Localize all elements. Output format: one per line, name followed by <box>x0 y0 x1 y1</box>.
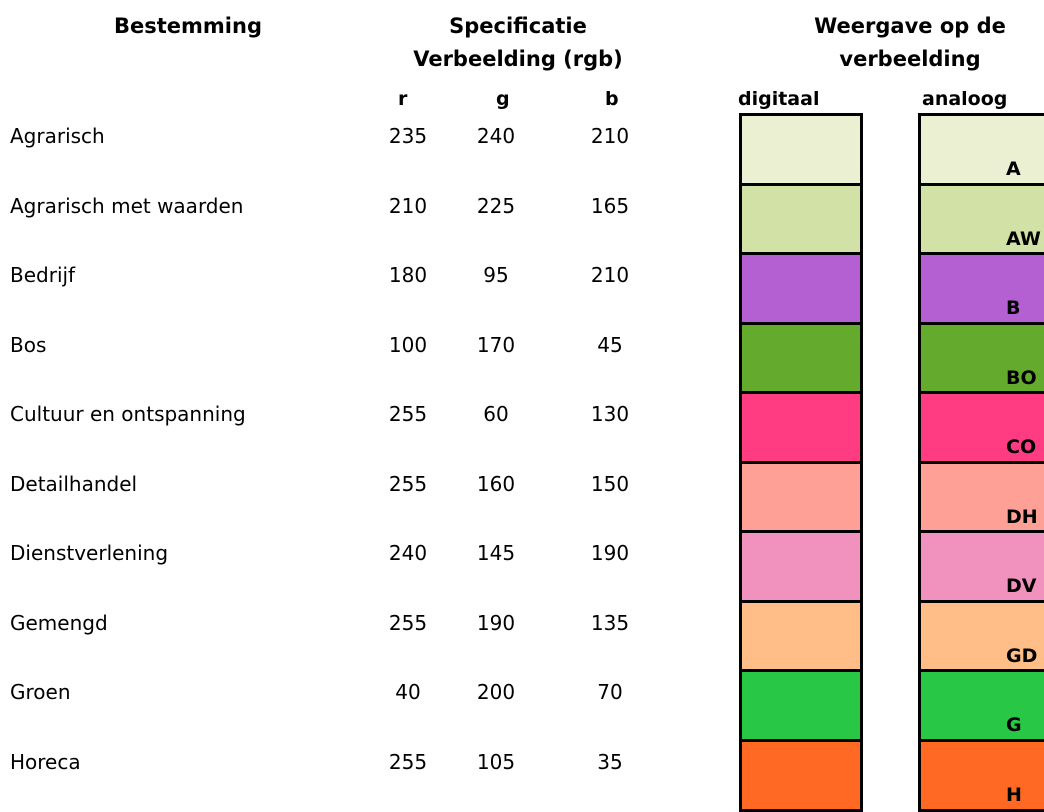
swatch-analoog <box>918 322 1044 395</box>
row-value-r: 180 <box>388 263 428 287</box>
swatch-digitaal <box>739 183 863 256</box>
row-value-g: 240 <box>476 124 516 148</box>
header-col-g: g <box>496 88 510 110</box>
header-col-digitaal: digitaal <box>738 88 820 110</box>
swatch-analoog <box>918 530 1044 603</box>
row-name: Horeca <box>10 750 81 774</box>
row-value-b: 190 <box>590 541 630 565</box>
header-col-b: b <box>605 88 619 110</box>
row-value-r: 255 <box>388 402 428 426</box>
row-value-g: 145 <box>476 541 516 565</box>
swatch-digitaal <box>739 391 863 464</box>
row-value-g: 60 <box>483 402 509 426</box>
row-name: Agrarisch met waarden <box>10 194 244 218</box>
swatch-digitaal <box>739 600 863 673</box>
row-name: Cultuur en ontspanning <box>10 402 246 426</box>
row-value-b: 210 <box>590 263 630 287</box>
row-value-r: 255 <box>388 611 428 635</box>
row-name: Detailhandel <box>10 472 138 496</box>
row-name: Bedrijf <box>10 263 76 287</box>
row-value-g: 200 <box>476 680 516 704</box>
swatch-analoog <box>918 252 1044 325</box>
swatch-digitaal <box>739 461 863 534</box>
row-value-b: 70 <box>597 680 623 704</box>
swatch-digitaal <box>739 113 863 186</box>
row-name: Dienstverlening <box>10 541 169 565</box>
header-specificatie-line1: Specificatie <box>449 14 587 38</box>
swatch-analoog <box>918 113 1044 186</box>
swatch-code-label: H <box>1006 784 1022 806</box>
row-value-g: 170 <box>476 333 516 357</box>
row-value-b: 35 <box>597 750 623 774</box>
swatch-digitaal <box>739 669 863 742</box>
row-name: Bos <box>10 333 47 357</box>
swatch-code-label: B <box>1006 297 1021 319</box>
header-col-r: r <box>398 88 408 110</box>
row-value-r: 240 <box>388 541 428 565</box>
swatch-digitaal <box>739 322 863 395</box>
row-name: Groen <box>10 680 71 704</box>
row-value-b: 150 <box>590 472 630 496</box>
header-bestemming: Bestemming <box>114 14 262 38</box>
row-value-b: 45 <box>597 333 623 357</box>
swatch-code-label: A <box>1006 158 1021 180</box>
row-value-b: 130 <box>590 402 630 426</box>
swatch-code-label: DH <box>1006 506 1038 528</box>
row-value-r: 100 <box>388 333 428 357</box>
row-value-r: 255 <box>388 750 428 774</box>
swatch-code-label: CO <box>1006 436 1037 458</box>
swatch-code-label: AW <box>1006 228 1041 250</box>
row-value-g: 95 <box>483 263 509 287</box>
swatch-analoog <box>918 391 1044 464</box>
swatch-digitaal <box>739 739 863 812</box>
swatch-analoog <box>918 669 1044 742</box>
row-value-g: 225 <box>476 194 516 218</box>
row-value-b: 210 <box>590 124 630 148</box>
swatch-analoog <box>918 183 1044 256</box>
row-value-g: 190 <box>476 611 516 635</box>
row-name: Gemengd <box>10 611 108 635</box>
row-value-b: 165 <box>590 194 630 218</box>
row-value-r: 235 <box>388 124 428 148</box>
row-name: Agrarisch <box>10 124 105 148</box>
swatch-digitaal <box>739 530 863 603</box>
swatch-code-label: GD <box>1006 645 1038 667</box>
swatch-code-label: BO <box>1006 367 1037 389</box>
row-value-r: 40 <box>395 680 421 704</box>
row-value-g: 105 <box>476 750 516 774</box>
swatch-digitaal <box>739 252 863 325</box>
swatch-analoog <box>918 739 1044 812</box>
header-col-analoog: analoog <box>922 88 1008 110</box>
header-weergave-line1: Weergave op de <box>814 14 1006 38</box>
header-specificatie-line2: Verbeelding (rgb) <box>413 47 623 71</box>
row-value-g: 160 <box>476 472 516 496</box>
row-value-r: 210 <box>388 194 428 218</box>
header-weergave-line2: verbeelding <box>839 47 981 71</box>
swatch-code-label: DV <box>1006 575 1037 597</box>
row-value-b: 135 <box>590 611 630 635</box>
swatch-code-label: G <box>1006 714 1022 736</box>
row-value-r: 255 <box>388 472 428 496</box>
